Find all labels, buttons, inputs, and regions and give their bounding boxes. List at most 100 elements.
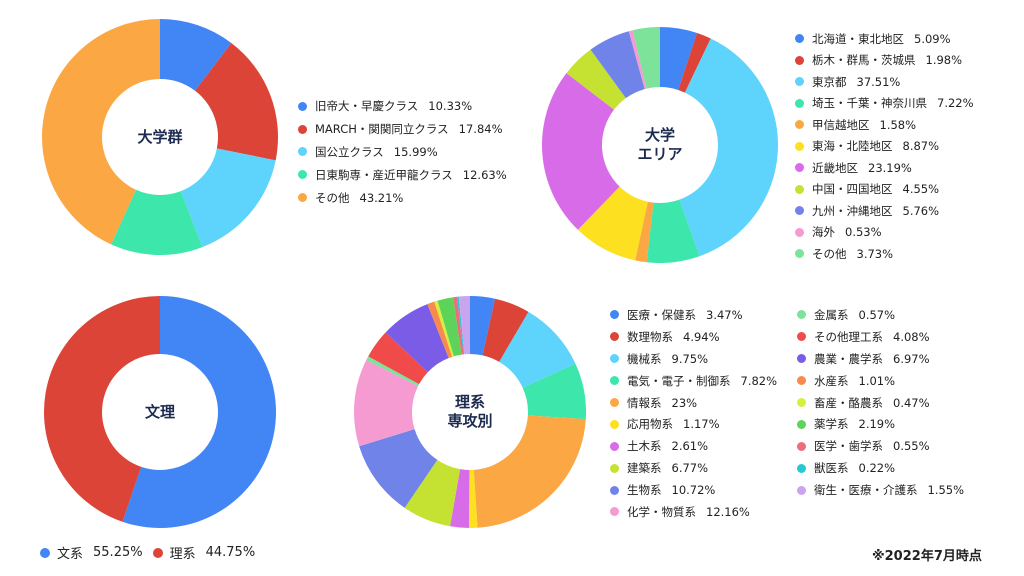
legend-label: 埼玉・千葉・神奈川県 — [812, 96, 927, 111]
legend-dot-icon — [795, 249, 804, 259]
legend-dot-icon — [797, 398, 806, 407]
legend-value: 1.58% — [879, 117, 917, 132]
legend-label: 中国・四国地区 — [812, 182, 893, 197]
legend-dot-icon — [610, 376, 619, 386]
legend-dot-icon — [795, 98, 804, 108]
legend-label: その他理工系 — [814, 329, 883, 344]
legend-label: 栃木・群馬・茨城県 — [812, 53, 916, 68]
legend-label: その他 — [315, 190, 350, 205]
legend-item: 栃木・群馬・茨城県 1.98% — [795, 50, 974, 72]
legend-dot-icon — [795, 227, 804, 237]
legend-science-major-left: 医療・保健系 3.47% 数理物系 4.94% 機械系 9.75% 電気・電子・制御系 7.8… — [610, 304, 777, 523]
legend-item: 近畿地区 23.19% — [795, 157, 974, 179]
legend-item: 化学・物質系 12.16% — [610, 501, 777, 523]
legend-dot-icon — [298, 193, 307, 203]
legend-dot-icon — [40, 547, 50, 558]
legend-value: 3.73% — [856, 246, 894, 261]
legend-dot-icon — [610, 507, 619, 517]
legend-label: 建築系 — [627, 461, 662, 476]
donut-segment — [111, 189, 203, 255]
donut-segment — [434, 300, 454, 357]
donut-svg — [354, 296, 586, 528]
donut-segment — [646, 199, 700, 263]
legend-value: 1.01% — [858, 373, 896, 388]
legend-value: 0.57% — [858, 307, 896, 322]
legend-dot-icon — [797, 441, 806, 451]
legend-value: 7.22% — [937, 96, 974, 111]
legend-university-group: 旧帝大・早慶クラス 10.33% MARCH・関関同立クラス 17.84% 国公立クラス… — [298, 95, 507, 209]
legend-dot-icon — [795, 77, 804, 87]
donut-segment — [453, 296, 464, 355]
legend-label: 畜産・酪農系 — [814, 395, 883, 410]
legend-dot-icon — [797, 463, 806, 473]
donut-segment — [678, 32, 711, 93]
legend-value: 1.55% — [927, 483, 965, 498]
donut-segment — [522, 363, 586, 420]
legend-value: 0.22% — [858, 461, 896, 476]
legend-value: 4.94% — [683, 329, 720, 344]
legend-value: 0.47% — [893, 395, 930, 410]
legend-value: 15.99% — [393, 144, 438, 159]
donut-segment — [566, 49, 626, 110]
legend-label: 医学・歯学系 — [814, 439, 883, 454]
legend-item: 応用物系 1.17% — [610, 413, 777, 435]
legend-value: 2.19% — [858, 417, 896, 432]
legend-value: 5.76% — [902, 203, 940, 218]
donut-segment — [473, 415, 586, 528]
donut-segment — [468, 469, 478, 528]
legend-label: 薬学系 — [814, 417, 849, 432]
donut-segment — [632, 27, 660, 89]
legend-item: 情報系 23% — [610, 392, 777, 414]
footnote: ※2022年7月時点 — [872, 549, 982, 564]
legend-item: 医療・保健系 3.47% — [610, 304, 777, 326]
legend-value: 12.63% — [462, 167, 507, 182]
donut-segment — [450, 469, 470, 528]
legend-label: 国公立クラス — [315, 144, 384, 159]
donut-segment — [366, 356, 420, 387]
legend-dot-icon — [152, 547, 163, 558]
legend-label: 電気・電子・制御系 — [627, 373, 731, 388]
legend-label: 情報系 — [627, 395, 662, 410]
legend-label: 九州・沖縄地区 — [812, 203, 893, 218]
legend-dot-icon — [298, 147, 307, 157]
legend-item: 機械系 9.75% — [610, 348, 777, 370]
legend-value: 10.72% — [671, 483, 716, 498]
donut-chart-university-area: 大学 エリア — [542, 27, 778, 263]
legend-dot-icon — [610, 463, 619, 473]
legend-dot-icon — [795, 141, 804, 151]
legend-label: 東海・北陸地区 — [812, 139, 893, 154]
legend-item: 旧帝大・早慶クラス 10.33% — [298, 95, 507, 118]
legend-label: 甲信越地区 — [812, 117, 870, 132]
legend-value: 23.19% — [868, 160, 912, 175]
legend-item: 水産系 1.01% — [797, 370, 964, 392]
legend-value: 1.98% — [925, 53, 963, 68]
legend-item: 埼玉・千葉・神奈川県 7.22% — [795, 93, 974, 115]
donut-segment — [590, 31, 645, 99]
legend-item: 海外 0.53% — [795, 222, 974, 244]
donut-segment — [542, 73, 620, 230]
donut-segment — [42, 19, 160, 245]
legend-dot-icon — [795, 163, 804, 173]
legend-label: 医療・保健系 — [627, 307, 696, 322]
legend-item: 北海道・東北地区 5.09% — [795, 28, 974, 50]
legend-value: 12.16% — [706, 504, 750, 519]
legend-label: 土木系 — [627, 439, 662, 454]
legend-value: 10.33% — [428, 99, 473, 114]
legend-label: 生物系 — [627, 483, 662, 498]
legend-item: 中国・四国地区 4.55% — [795, 179, 974, 201]
legend-value: 17.84% — [458, 122, 503, 137]
legend-item: 衛生・医療・介護系 1.55% — [797, 479, 964, 501]
legend-item: 土木系 2.61% — [610, 435, 777, 457]
legend-item: 日東駒専・産近甲龍クラス 12.63% — [298, 163, 507, 186]
legend-label: 理系 — [169, 547, 196, 562]
legend-item: 国公立クラス 15.99% — [298, 141, 507, 164]
legend-dot-icon — [610, 441, 619, 451]
legend-value: 44.75% — [205, 545, 256, 560]
legend-item: 農業・農学系 6.97% — [797, 348, 964, 370]
donut-chart-university-group: 大学群 — [42, 19, 278, 255]
legend-item: 理系 44.75% — [152, 543, 256, 562]
legend-dot-icon — [610, 310, 619, 320]
legend-dot-icon — [610, 398, 619, 407]
legend-value: 43.21% — [359, 190, 404, 205]
legend-item: 東海・北陸地区 8.87% — [795, 136, 974, 158]
